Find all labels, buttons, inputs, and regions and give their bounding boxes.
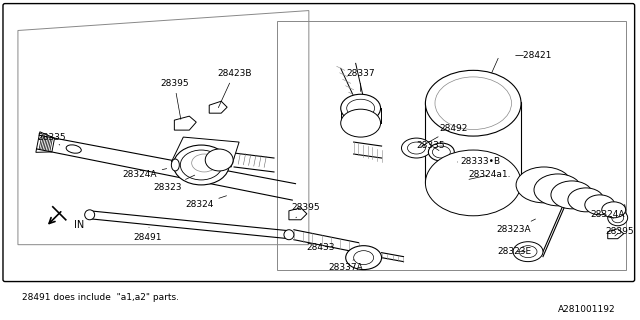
Text: 28323A: 28323A <box>497 219 536 234</box>
Ellipse shape <box>435 77 511 130</box>
Text: 28491 does include  "a1,a2" parts.: 28491 does include "a1,a2" parts. <box>22 293 179 302</box>
Ellipse shape <box>172 159 179 171</box>
Ellipse shape <box>205 149 233 171</box>
FancyBboxPatch shape <box>3 4 635 282</box>
Text: A281001192: A281001192 <box>558 305 616 314</box>
Polygon shape <box>426 102 521 183</box>
Text: 28324A: 28324A <box>591 210 625 219</box>
Ellipse shape <box>354 251 374 265</box>
Ellipse shape <box>428 143 454 161</box>
Text: 28337A: 28337A <box>329 260 364 272</box>
Ellipse shape <box>192 154 217 172</box>
Ellipse shape <box>426 70 521 136</box>
Text: 28491: 28491 <box>133 228 162 242</box>
Ellipse shape <box>408 142 426 154</box>
Polygon shape <box>608 229 623 239</box>
Polygon shape <box>289 208 307 220</box>
Polygon shape <box>36 132 54 152</box>
Ellipse shape <box>426 150 521 216</box>
Ellipse shape <box>444 160 488 196</box>
Text: 28492: 28492 <box>421 124 467 147</box>
Ellipse shape <box>401 138 431 158</box>
Text: 28337: 28337 <box>346 69 375 92</box>
Ellipse shape <box>66 145 81 153</box>
Ellipse shape <box>340 94 381 122</box>
Text: 28323: 28323 <box>153 175 195 192</box>
Text: 28323E: 28323E <box>497 247 531 256</box>
Text: 28333•B: 28333•B <box>458 157 500 166</box>
Text: 28433: 28433 <box>307 243 335 252</box>
Ellipse shape <box>608 210 628 226</box>
Ellipse shape <box>180 150 222 180</box>
Polygon shape <box>174 116 196 130</box>
Text: IN: IN <box>74 220 84 230</box>
Ellipse shape <box>534 174 582 206</box>
Ellipse shape <box>568 188 604 212</box>
Ellipse shape <box>346 246 381 269</box>
Polygon shape <box>172 137 239 167</box>
Text: 28335: 28335 <box>38 132 66 145</box>
Ellipse shape <box>433 146 451 158</box>
Ellipse shape <box>284 230 294 240</box>
Ellipse shape <box>602 202 626 218</box>
Ellipse shape <box>347 99 374 117</box>
Ellipse shape <box>513 242 543 262</box>
Text: 28324a1.: 28324a1. <box>468 171 511 180</box>
Ellipse shape <box>612 213 623 223</box>
Text: 28395: 28395 <box>605 227 634 236</box>
Ellipse shape <box>519 246 537 258</box>
Text: 28423B: 28423B <box>217 69 252 108</box>
Polygon shape <box>209 101 227 113</box>
Ellipse shape <box>84 210 95 220</box>
Text: 28324: 28324 <box>185 196 227 209</box>
Text: 28324A: 28324A <box>122 169 166 180</box>
Ellipse shape <box>173 145 229 185</box>
Text: —28421: —28421 <box>515 51 552 60</box>
Ellipse shape <box>340 109 381 137</box>
Text: 28395: 28395 <box>291 203 319 218</box>
Ellipse shape <box>585 195 614 215</box>
Ellipse shape <box>449 154 465 166</box>
Ellipse shape <box>551 181 593 209</box>
Ellipse shape <box>451 165 482 191</box>
Polygon shape <box>461 160 471 166</box>
Ellipse shape <box>516 167 572 203</box>
Text: 28335: 28335 <box>416 140 445 150</box>
Text: 28395: 28395 <box>160 79 189 119</box>
